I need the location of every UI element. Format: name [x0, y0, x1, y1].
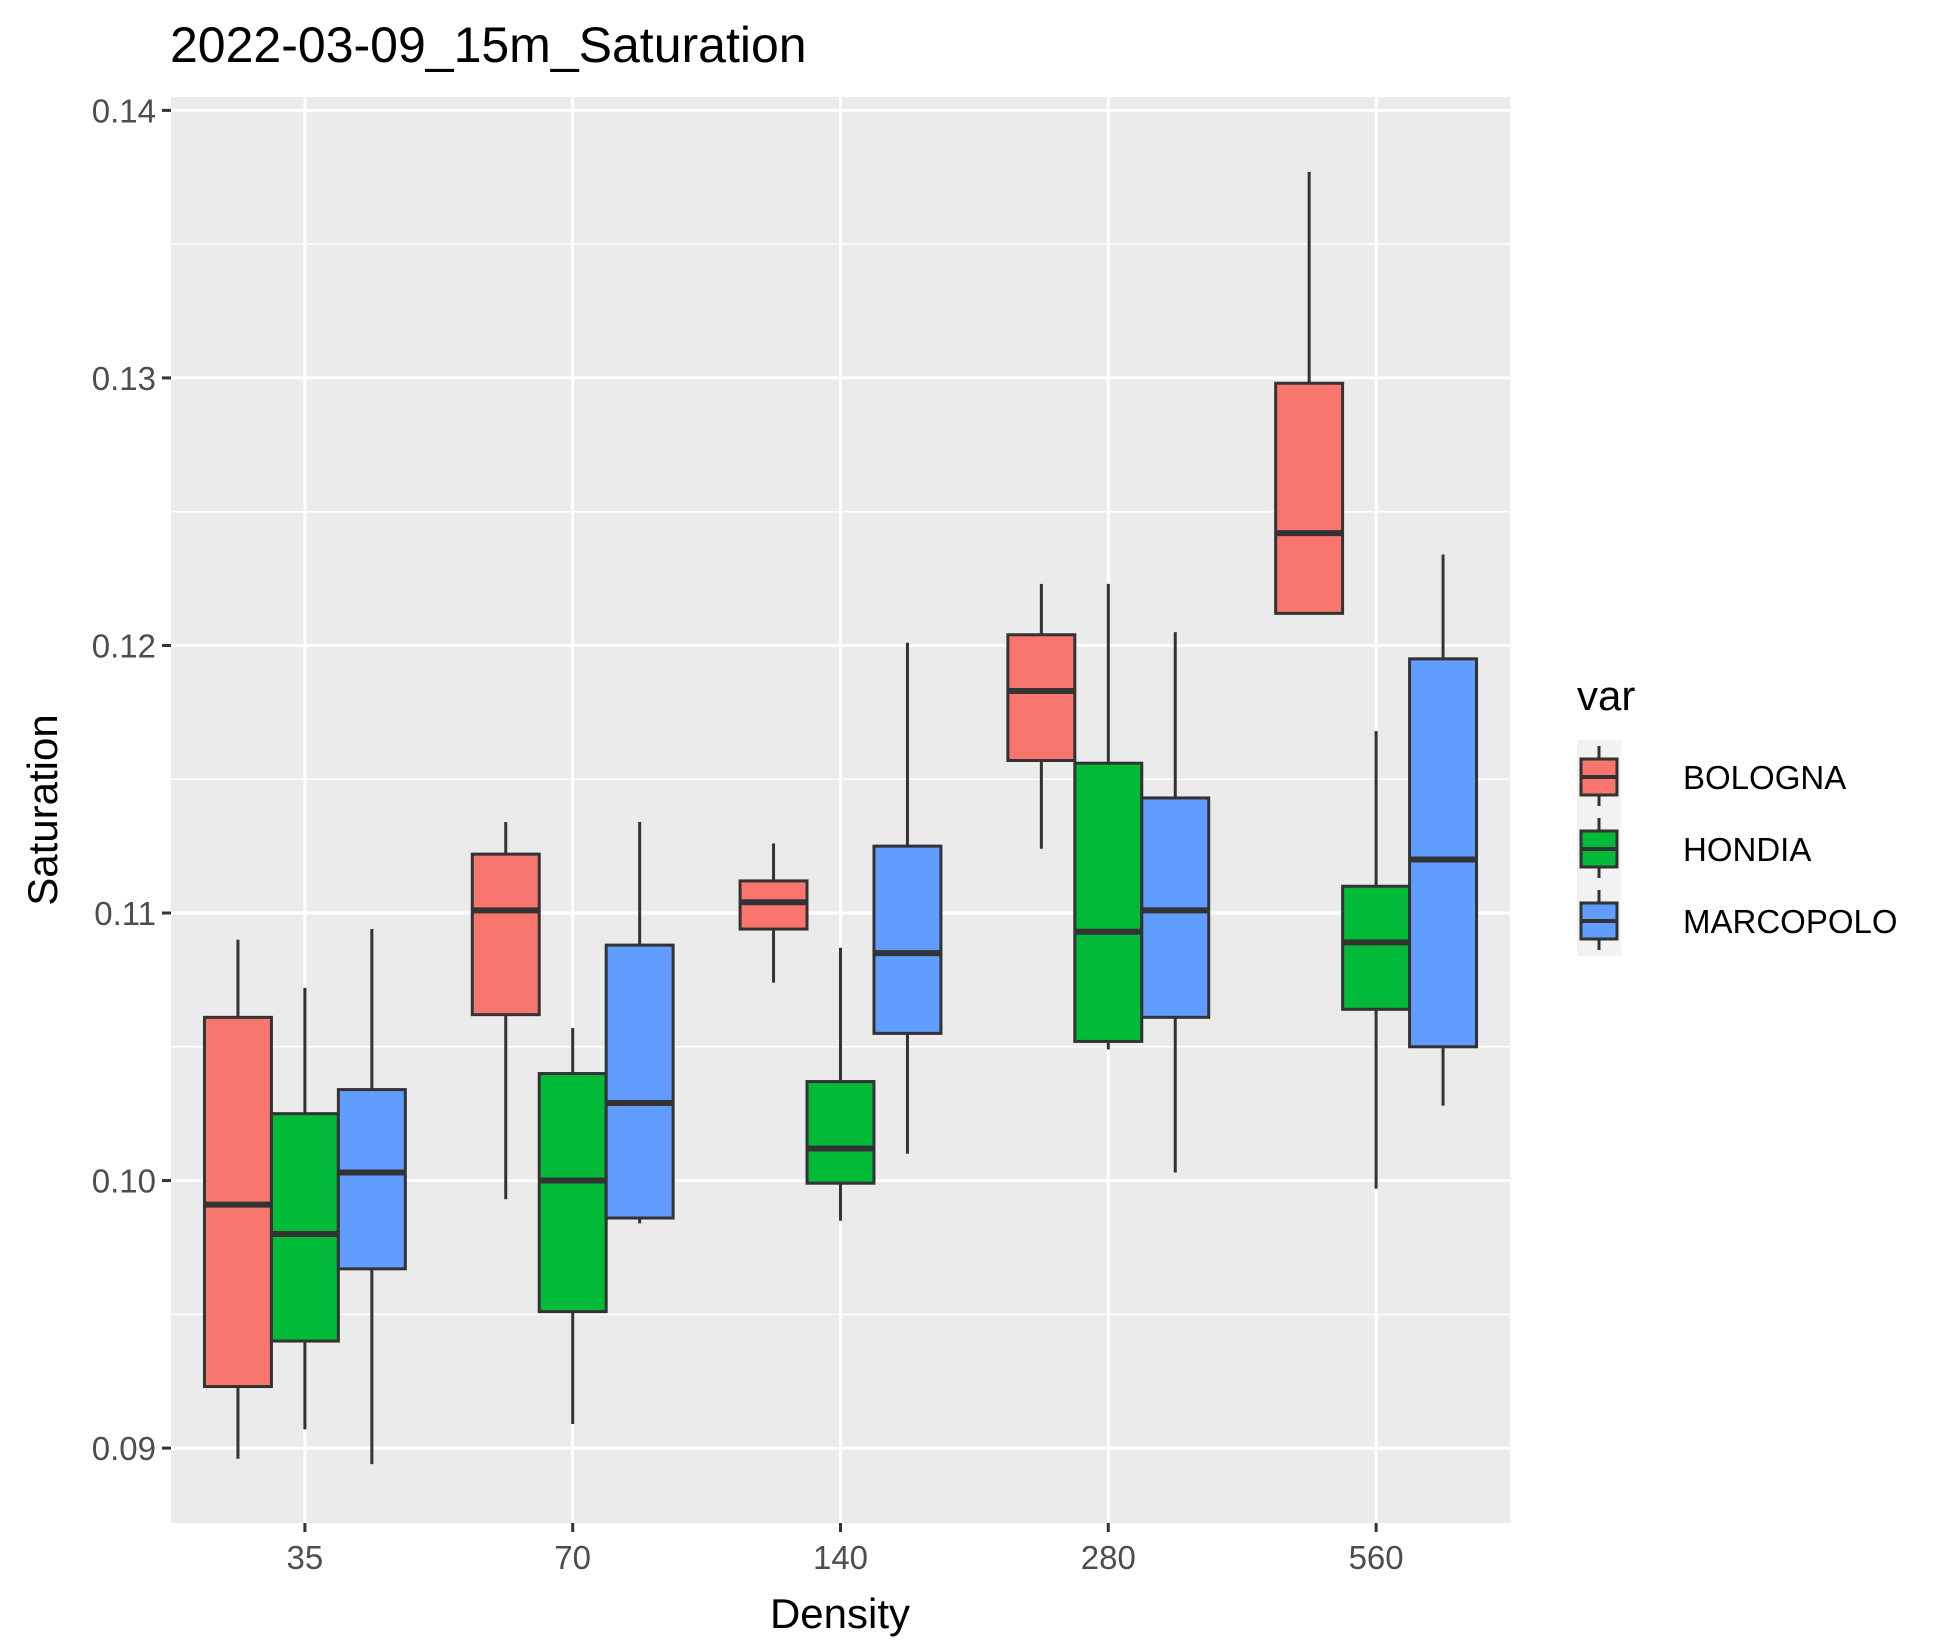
box	[336, 1088, 407, 1271]
legend-background	[1575, 730, 1915, 956]
boxes	[202, 171, 1479, 1465]
legend: var BOLOGNA HONDIA MARCOPOLO	[1575, 672, 1915, 956]
x-tick-label: 70	[554, 1539, 591, 1576]
box	[1006, 633, 1077, 763]
y-tick-label: 0.11	[94, 895, 156, 932]
legend-label: MARCOPOLO	[1683, 903, 1898, 940]
box	[805, 1080, 876, 1185]
box	[872, 844, 943, 1035]
y-tick-label: 0.09	[92, 1430, 156, 1467]
box	[604, 943, 675, 1220]
y-tick-label: 0.10	[92, 1163, 156, 1200]
series-marcopolo	[336, 554, 1479, 1465]
legend-title: var	[1577, 672, 1635, 719]
legend-label: BOLOGNA	[1683, 759, 1846, 796]
box	[1274, 381, 1345, 615]
y-tick-label: 0.14	[92, 92, 156, 129]
series-bologna	[202, 171, 1345, 1459]
box	[537, 1072, 608, 1314]
x-axis-title: Density	[770, 1590, 910, 1637]
box	[470, 852, 541, 1017]
box	[1341, 884, 1412, 1011]
x-tick-label: 560	[1349, 1539, 1404, 1576]
series-hondia	[269, 583, 1412, 1430]
x-tick-label: 140	[813, 1539, 868, 1576]
legend-label: HONDIA	[1683, 831, 1811, 868]
x-tick-label: 280	[1081, 1539, 1136, 1576]
chart-title: 2022-03-09_15m_Saturation	[170, 17, 807, 73]
box	[1408, 657, 1479, 1049]
axes: 0.09 0.10 0.11 0.12 0.13 0.14 35 70 140 280 560	[92, 92, 1404, 1576]
box	[269, 1112, 340, 1343]
y-axis-title: Saturation	[19, 714, 66, 905]
y-tick-label: 0.12	[92, 627, 156, 664]
x-tick-label: 35	[287, 1539, 324, 1576]
box	[1073, 761, 1144, 1043]
y-tick-label: 0.13	[92, 360, 156, 397]
